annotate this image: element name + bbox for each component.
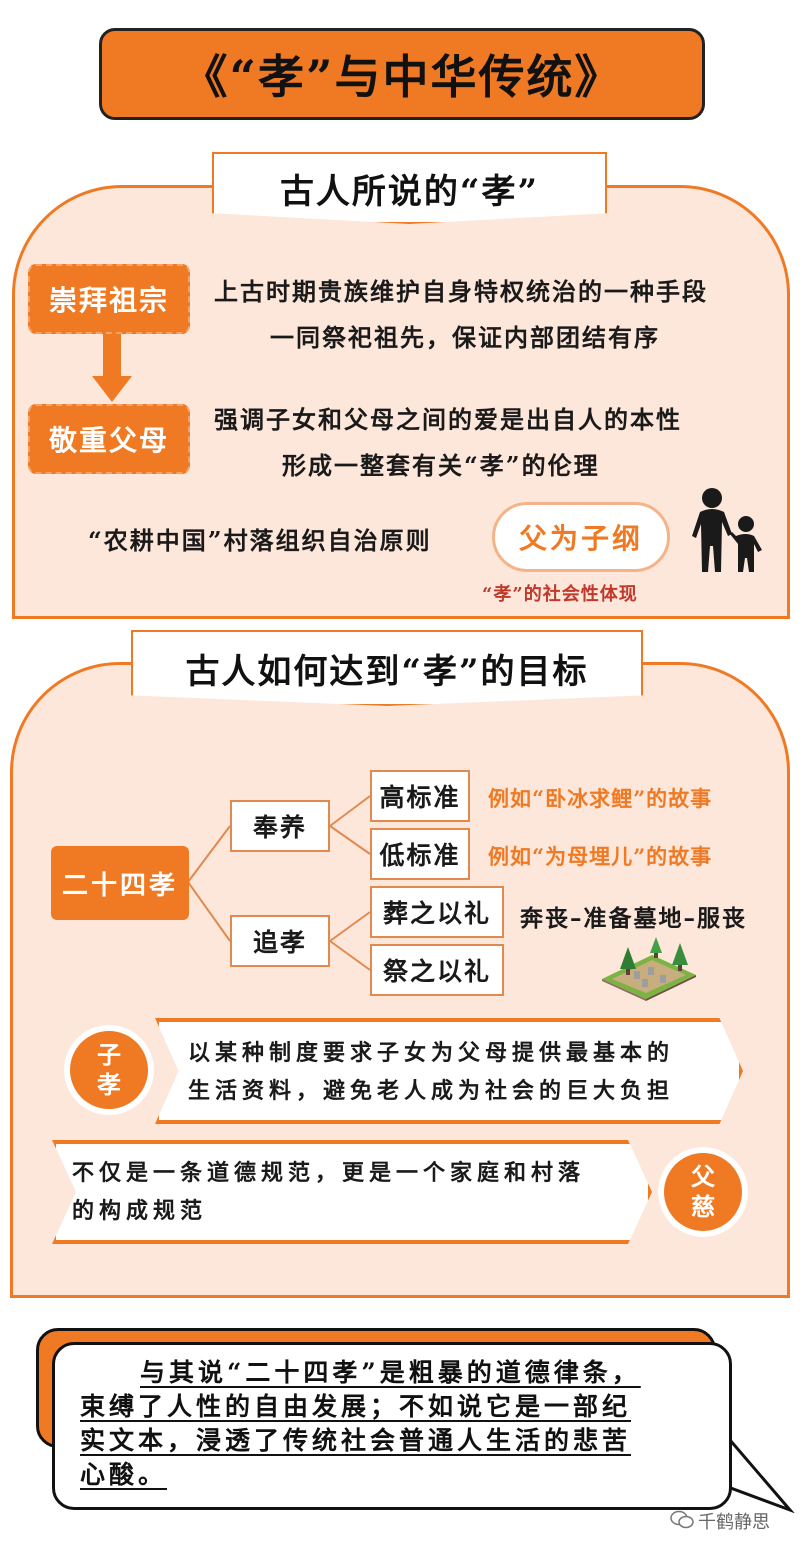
filial-son-badge-bottom: 孝 [97, 1070, 121, 1099]
leaf-low-standard-label: 低标准 [379, 841, 461, 870]
quote-line-3: 实文本，浸透了传统社会普通人生活的悲苦 [80, 1426, 632, 1455]
example-burial: 奔丧–准备墓地–服丧 [520, 905, 747, 932]
kind-father-badge-top: 父 [691, 1162, 715, 1191]
parent-child-icon [688, 488, 768, 574]
branch-remembrance-label: 追孝 [252, 928, 307, 957]
root-label: 二十四孝 [61, 870, 178, 901]
quote-bubble [52, 1342, 732, 1510]
father-guides-son-pill: 父为子纲 [492, 502, 670, 572]
quote-line-2: 束缚了人性的自由发展；不如说它是一部纪 [80, 1392, 632, 1421]
tag-worship-ancestors-label: 崇拜祖宗 [48, 284, 169, 317]
twenty-four-filial-root: 二十四孝 [51, 846, 189, 920]
quote-text: 与其说“二十四孝”是粗暴的道德律条， 束缚了人性的自由发展；不如说它是一部纪 实… [80, 1356, 720, 1492]
branch-support: 奉养 [230, 800, 330, 852]
branch-remembrance: 追孝 [230, 915, 330, 967]
down-arrow-icon [92, 334, 132, 404]
social-manifestation-note: “孝”的社会性体现 [482, 584, 638, 605]
tag-respect-parents: 敬重父母 [28, 404, 190, 474]
kind-father-text: 不仅是一条道德规范，更是一个家庭和村落 的构成规范 [72, 1154, 585, 1230]
respect-line-1: 强调子女和父母之间的爱是出自人的本性 [214, 405, 682, 434]
filial-son-text-line2: 生活资料，避免老人成为社会的巨大负担 [188, 1078, 675, 1104]
quote-line-1: 与其说“二十四孝”是粗暴的道德律条， [140, 1358, 641, 1387]
kind-father-badge-bottom: 慈 [691, 1192, 715, 1221]
example-high: 例如“卧冰求鲤”的故事 [488, 786, 713, 811]
father-guides-son-label: 父为子纲 [518, 522, 643, 555]
tag-respect-parents-label: 敬重父母 [48, 424, 169, 457]
leaf-burial-rites-label: 葬之以礼 [382, 899, 491, 928]
quote-line-4: 心酸。 [80, 1460, 168, 1489]
respect-line-2: 形成一整套有关“孝”的伦理 [282, 451, 600, 480]
section2-banner: 古人如何达到“孝”的目标 [131, 630, 643, 706]
section1-banner-text: 古人所说的“孝” [279, 171, 540, 212]
village-principle: “农耕中国”村落组织自治原则 [88, 526, 432, 555]
kind-father-callout [52, 1140, 652, 1244]
page-title: 《“孝”与中华传统》 [181, 50, 623, 104]
example-low: 例如“为母埋儿”的故事 [488, 844, 713, 869]
filial-son-badge-top: 子 [97, 1040, 121, 1069]
filial-son-badge: 子 孝 [70, 1031, 148, 1109]
leaf-high-standard-label: 高标准 [379, 783, 461, 812]
worship-line-1: 上古时期贵族维护自身特权统治的一种手段 [214, 277, 708, 306]
section1-banner: 古人所说的“孝” [212, 152, 607, 224]
watermark: 千鹤静思 [698, 1512, 770, 1533]
filial-son-callout [155, 1018, 743, 1124]
kind-father-text-line2: 的构成规范 [72, 1198, 208, 1224]
filial-son-text-line1: 以某种制度要求子女为父母提供最基本的 [188, 1040, 675, 1066]
kind-father-badge: 父 慈 [664, 1153, 742, 1231]
leaf-sacrifice-rites: 祭之以礼 [370, 944, 504, 996]
leaf-sacrifice-rites-label: 祭之以礼 [382, 957, 491, 986]
section2-banner-text: 古人如何达到“孝”的目标 [185, 651, 589, 692]
leaf-burial-rites: 葬之以礼 [370, 886, 504, 938]
kind-father-text-line1: 不仅是一条道德规范，更是一个家庭和村落 [72, 1160, 586, 1186]
title-box: 《“孝”与中华传统》 [99, 28, 705, 120]
filial-son-text: 以某种制度要求子女为父母提供最基本的 生活资料，避免老人成为社会的巨大负担 [188, 1034, 674, 1110]
wechat-icon [670, 1510, 694, 1530]
cemetery-icon [598, 935, 698, 1001]
worship-line-2: 一同祭祀祖先，保证内部团结有序 [270, 323, 660, 352]
tag-worship-ancestors: 崇拜祖宗 [28, 264, 190, 334]
leaf-low-standard: 低标准 [370, 828, 470, 880]
leaf-high-standard: 高标准 [370, 770, 470, 822]
branch-support-label: 奉养 [252, 813, 307, 842]
